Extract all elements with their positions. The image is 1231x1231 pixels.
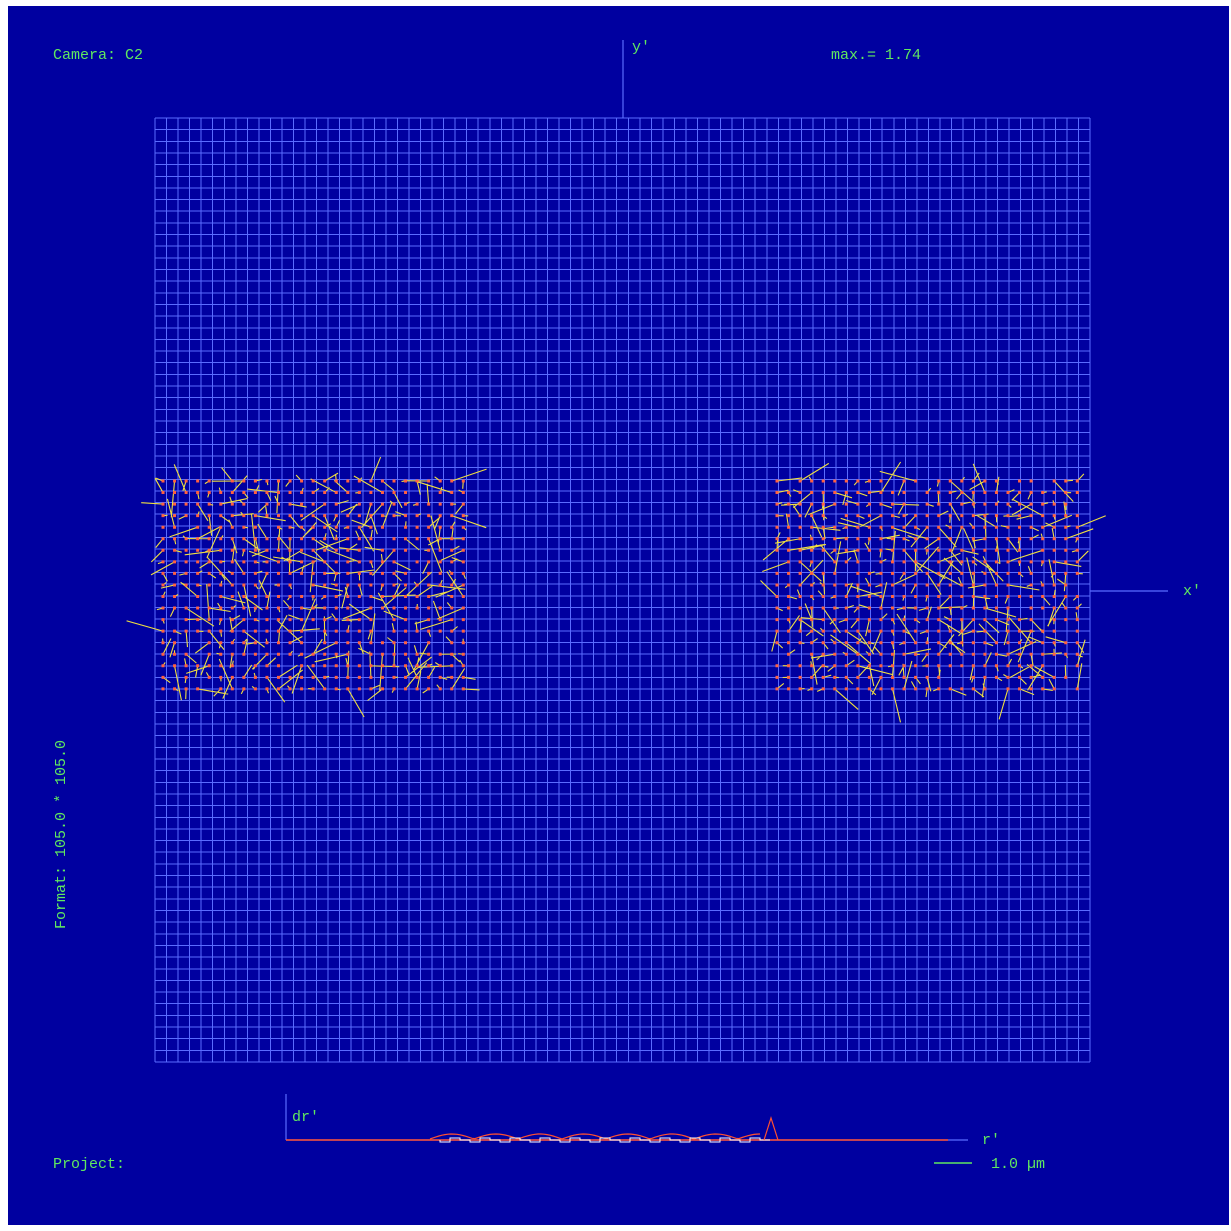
radial-profile xyxy=(285,1094,968,1143)
plot-window xyxy=(8,6,1231,1225)
max-label: max.= 1.74 xyxy=(831,47,922,64)
window-edge-right xyxy=(1229,0,1231,1231)
measurement-points xyxy=(775,479,1079,691)
grid-lines xyxy=(154,117,1091,1063)
vector-lines xyxy=(126,456,487,718)
x-axis-label: x' xyxy=(1183,583,1202,600)
window-edge-bottom xyxy=(0,1229,1231,1231)
grid xyxy=(154,117,1091,1063)
profile-x-label: r' xyxy=(982,1132,1001,1149)
residual-vectors xyxy=(126,456,1106,723)
y-axis-label: y' xyxy=(632,39,651,56)
vector-lines xyxy=(760,461,1106,723)
profile-steps xyxy=(439,1137,770,1143)
profile-curve xyxy=(429,1133,761,1140)
project-label: Project: xyxy=(53,1156,126,1173)
axes xyxy=(622,40,1168,592)
measurement-points xyxy=(161,479,465,691)
profile-y-label: dr' xyxy=(292,1109,320,1126)
profile-peak xyxy=(763,1116,779,1141)
format-label: Format: 105.0 * 105.0 xyxy=(53,739,70,929)
scale-label: 1.0 µm xyxy=(991,1156,1046,1173)
camera-label: Camera: C2 xyxy=(53,47,144,64)
